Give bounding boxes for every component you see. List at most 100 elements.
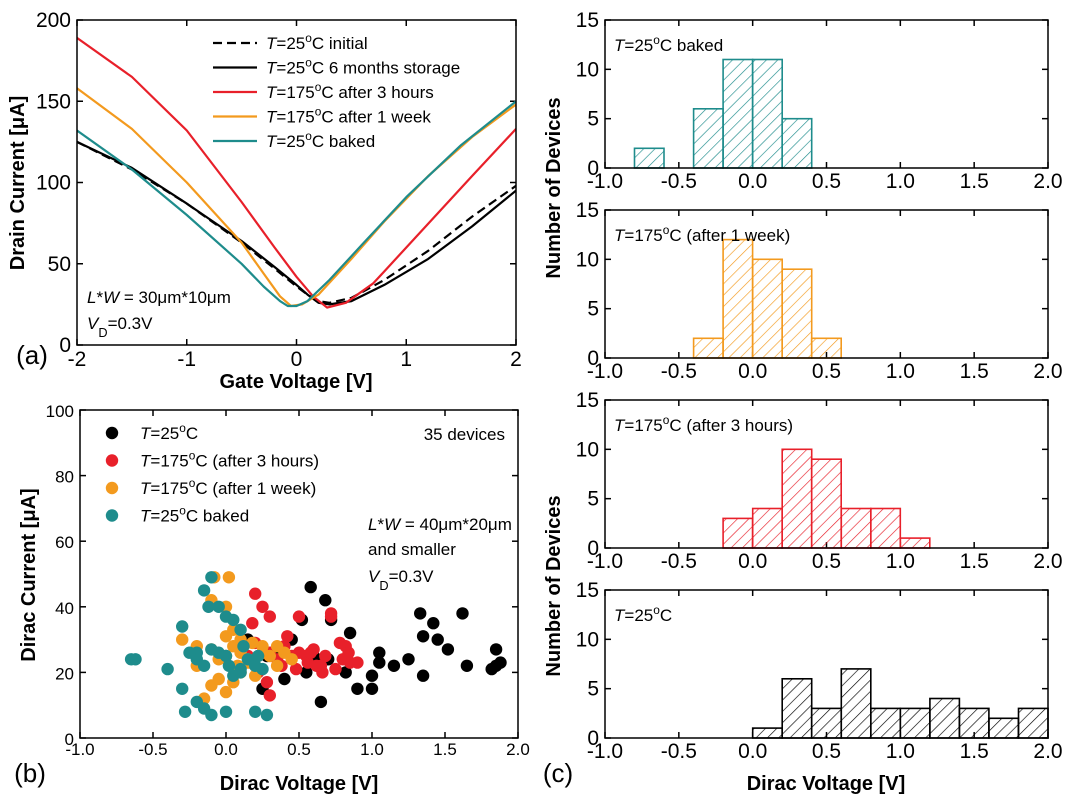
y-tick-label: 80 — [55, 468, 74, 487]
x-tick-label: -0.5 — [661, 550, 697, 573]
data-point — [301, 656, 314, 669]
y-tick-label: 40 — [55, 599, 74, 618]
y-tick-label: 150 — [36, 90, 71, 113]
legend-label: T=175oC after 3 hours — [266, 80, 434, 102]
hist-bar — [899, 537, 931, 549]
chart-c2: -1.0 -0.5 0.0 0.5 1.0 1.5 2.0 0 5 10 15 T=175oC (af… — [576, 199, 1063, 383]
x-tick-label: -1 — [177, 348, 196, 371]
data-point — [256, 662, 269, 676]
hist-bar — [692, 108, 724, 169]
data-point — [324, 607, 338, 620]
y-tick-label: 15 — [576, 579, 599, 602]
hist-bar — [751, 507, 784, 549]
x-tick-label: 2 — [510, 348, 522, 371]
data-point — [292, 610, 306, 623]
y-tick-label: 50 — [48, 253, 71, 276]
hist-title: T=175oC (after 3 hours) — [614, 413, 793, 435]
y-tick-label: 100 — [46, 402, 74, 421]
annotation-vd: VD=0.3V — [87, 314, 153, 340]
hist-bar — [810, 458, 843, 549]
data-point — [222, 571, 236, 584]
x-tick-label: 1.5 — [960, 550, 989, 573]
data-point — [339, 666, 352, 679]
x-tick-label: 0.5 — [812, 360, 841, 383]
x-tick-label: 0 — [291, 348, 303, 371]
data-point — [414, 607, 427, 620]
x-tick-label: -0.5 — [661, 360, 697, 383]
data-point — [494, 656, 507, 669]
data-point — [402, 653, 415, 666]
data-point — [263, 689, 276, 702]
x-tick-label: 2.0 — [1033, 550, 1062, 573]
hist-title: T=25oC — [614, 603, 672, 625]
panel-label-b: (b) — [14, 758, 46, 788]
y-tick-label: 100 — [36, 172, 71, 195]
y-tick-label: 0 — [587, 347, 599, 370]
data-point — [205, 679, 218, 692]
data-point — [342, 646, 355, 659]
x-tick-label: 0.5 — [812, 170, 841, 193]
data-point — [365, 669, 379, 682]
x-tick-label: 1.5 — [960, 740, 989, 763]
data-point — [431, 633, 444, 646]
series-line-1 — [77, 140, 516, 306]
y-axis-label-c2: Number of Devices — [543, 495, 565, 676]
data-point — [319, 649, 332, 663]
data-point — [176, 682, 189, 695]
x-tick-label: -1.0 — [65, 740, 94, 759]
hist-bar — [781, 677, 813, 739]
y-tick-label: 0 — [59, 334, 71, 357]
legend-label: T=25oC baked — [140, 504, 249, 526]
y-axis-label: Drain Current [μA] — [7, 96, 29, 270]
data-point — [251, 649, 265, 663]
data-point — [351, 656, 364, 669]
data-point — [256, 600, 269, 613]
x-tick-label: -1.0 — [587, 740, 623, 763]
plot-frame — [79, 409, 519, 739]
data-point — [441, 643, 455, 656]
data-point — [314, 695, 328, 709]
x-axis-label-c: Dirac Voltage [V] — [747, 773, 906, 795]
y-axis-label-c1: Number of Devices — [543, 97, 565, 278]
hist-bar — [781, 117, 813, 169]
y-tick-label: 20 — [55, 664, 74, 683]
data-point — [205, 708, 218, 722]
hist-bar — [1017, 707, 1049, 739]
data-point — [365, 682, 379, 695]
x-tick-label: 0.0 — [738, 550, 767, 573]
x-tick-label: -1.0 — [587, 170, 623, 193]
y-tick-label: 0 — [65, 730, 74, 749]
legend-label: T=25oC baked — [266, 129, 375, 151]
y-tick-label: 10 — [576, 628, 599, 651]
x-tick-label: 2.0 — [506, 740, 530, 759]
data-point — [227, 613, 240, 627]
data-point — [343, 626, 357, 640]
legend-label: T=175oC (after 3 hours) — [140, 449, 319, 471]
hist-bar — [722, 238, 754, 359]
hist-title: T=25oC baked — [614, 33, 723, 55]
y-tick-label: 5 — [587, 488, 599, 511]
hist-bar — [869, 507, 902, 549]
data-point — [249, 587, 262, 600]
x-tick-label: 1.5 — [433, 740, 457, 759]
x-tick-label: 2.0 — [1033, 170, 1062, 193]
x-tick-label: 1.0 — [886, 170, 915, 193]
x-tick-label: -0.5 — [661, 170, 697, 193]
series-line-0 — [77, 140, 516, 304]
data-point — [161, 662, 174, 676]
data-point — [300, 666, 313, 679]
annotation-vd: VD=0.3V — [368, 567, 434, 593]
plot-frame — [604, 399, 1049, 549]
annotation-size: L*W = 40μm*20μm — [368, 515, 512, 534]
data-point — [234, 623, 247, 636]
data-point — [281, 630, 294, 643]
data-point — [219, 705, 233, 718]
x-tick-label: -0.5 — [138, 740, 167, 759]
data-point — [178, 705, 192, 718]
data-point — [460, 659, 474, 672]
y-tick-label: 60 — [55, 533, 74, 552]
data-point — [373, 646, 386, 659]
legend-marker — [105, 454, 119, 467]
chart-a: -2 -1 0 1 2 0 50 100 150 200 T=25oC initial T=25oC … — [7, 9, 522, 393]
